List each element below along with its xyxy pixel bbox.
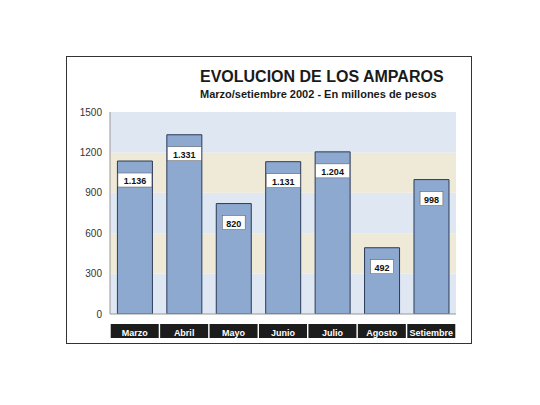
svg-text:1500: 1500 bbox=[80, 107, 103, 118]
svg-text:Abril: Abril bbox=[174, 328, 195, 338]
svg-text:600: 600 bbox=[85, 228, 102, 239]
svg-text:0: 0 bbox=[96, 309, 102, 320]
svg-text:Agosto: Agosto bbox=[366, 328, 397, 338]
html-text:EVOLUCION DE LOS AMPAROS: EVOLUCION DE LOS AMPAROS bbox=[200, 68, 444, 85]
svg-text:300: 300 bbox=[85, 268, 102, 279]
svg-text:Julio: Julio bbox=[322, 328, 344, 338]
svg-text:1.131: 1.131 bbox=[272, 177, 295, 187]
svg-text:900: 900 bbox=[85, 187, 102, 198]
svg-text:Marzo: Marzo bbox=[122, 328, 149, 338]
svg-text:1.136: 1.136 bbox=[124, 176, 147, 186]
svg-text:1.331: 1.331 bbox=[173, 150, 196, 160]
html-text:Marzo/setiembre 2002 - En mill: Marzo/setiembre 2002 - En millones de pe… bbox=[200, 88, 437, 100]
svg-text:Mayo: Mayo bbox=[222, 328, 246, 338]
svg-text:1.204: 1.204 bbox=[321, 167, 344, 177]
svg-text:820: 820 bbox=[226, 219, 241, 229]
svg-text:492: 492 bbox=[375, 263, 390, 273]
svg-text:Junio: Junio bbox=[271, 328, 296, 338]
svg-text:998: 998 bbox=[424, 195, 439, 205]
svg-text:1200: 1200 bbox=[80, 147, 103, 158]
svg-text:Setiembre: Setiembre bbox=[410, 328, 454, 338]
